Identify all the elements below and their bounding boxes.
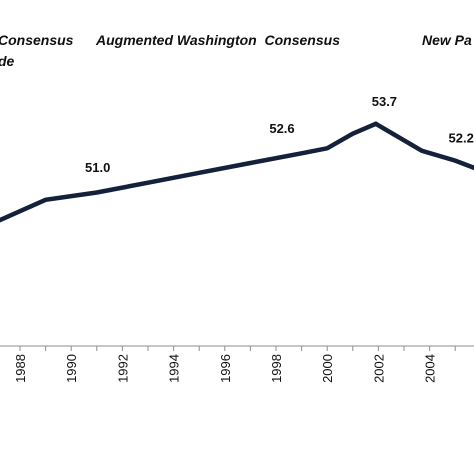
x-tick-label: 1988 [13, 354, 28, 383]
period-label-new-pa: New Pa [422, 32, 472, 48]
x-tick-label: 2002 [371, 354, 386, 383]
x-tick-label: 2004 [423, 354, 438, 383]
x-tick-label: 2000 [320, 354, 335, 383]
series-layer [0, 121, 474, 223]
x-tick-label: 1998 [269, 354, 284, 383]
data-labels: 51.0 52.6 53.7 52.2 [85, 94, 474, 175]
period-label-consensus: Consensus [0, 32, 74, 48]
data-label: 52.6 [269, 121, 294, 136]
x-tick-label: 1994 [167, 354, 182, 383]
x-tick-label: 1990 [64, 354, 79, 383]
data-label: 53.7 [372, 94, 397, 109]
x-tick-label: 1996 [218, 354, 233, 383]
x-axis: 1988199019921994199619982000200220042006 [0, 345, 474, 383]
period-label-augmented-washington-consensus: Augmented Washington Consensus [95, 32, 340, 48]
period-labels: Consensus de Augmented Washington Consen… [0, 32, 472, 69]
x-tick-label: 1992 [115, 354, 130, 383]
period-label-de: de [0, 53, 15, 69]
series-line [0, 121, 474, 223]
data-label: 52.2 [449, 131, 474, 146]
data-label: 51.0 [85, 160, 110, 175]
